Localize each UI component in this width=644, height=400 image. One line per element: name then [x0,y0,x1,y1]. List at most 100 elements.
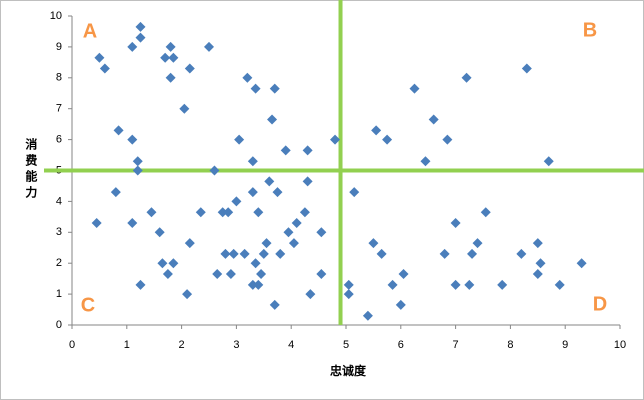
scatter-point [179,103,190,114]
y-tick-label: 4 [56,195,62,207]
scatter-point [135,279,146,290]
scatter-point [247,187,258,198]
scatter-point [165,72,176,83]
x-tick-label: 1 [124,339,130,351]
x-tick-label: 8 [507,339,513,351]
scatter-point [382,134,393,145]
scatter-point [157,258,168,269]
y-tick-label: 6 [56,134,62,146]
scatter-point [316,227,327,238]
scatter-point [247,156,258,167]
scatter-point [217,207,228,218]
x-tick-label: 10 [614,339,626,351]
x-tick-label: 6 [398,339,404,351]
scatter-point [275,248,286,259]
y-tick-label: 7 [56,103,62,115]
scatter-point [113,125,124,136]
scatter-point [99,63,110,74]
scatter-point [234,134,245,145]
y-tick-label: 10 [50,10,62,22]
scatter-point [428,114,439,125]
scatter-point [258,248,269,259]
scatter-point [343,279,354,290]
y-tick-label: 9 [56,41,62,53]
scatter-point [387,279,398,290]
scatter-point [472,238,483,249]
scatter-point [280,145,291,156]
y-axis-label: 消费能力 [24,137,38,202]
scatter-point [302,176,313,187]
scatter-point [464,279,475,290]
scatter-point [343,289,354,300]
scatter-point [110,187,121,198]
scatter-point [442,134,453,145]
scatter-point [267,114,278,125]
x-tick-label: 9 [562,339,568,351]
scatter-point [160,52,171,63]
scatter-point [420,156,431,167]
scatter-point [94,52,105,63]
scatter-point [305,289,316,300]
scatter-point [521,63,532,74]
scatter-point [168,52,179,63]
scatter-point [184,238,195,249]
scatter-point [450,279,461,290]
scatter-point [302,145,313,156]
scatter-point [228,248,239,259]
x-tick-label: 5 [343,339,349,351]
scatter-point [269,299,280,310]
scatter-point [497,279,508,290]
scatter-point [261,238,272,249]
scatter-point [543,156,554,167]
scatter-point [146,207,157,218]
scatter-point [330,134,341,145]
scatter-point [535,258,546,269]
scatter-point [253,207,264,218]
scatter-point [532,238,543,249]
scatter-point [253,279,264,290]
scatter-point [239,248,250,259]
scatter-point [376,248,387,259]
scatter-point [264,176,275,187]
scatter-point [461,72,472,83]
scatter-point [132,156,143,167]
y-tick-label: 2 [56,257,62,269]
scatter-point [135,21,146,32]
scatter-point [467,248,478,259]
scatter-point [480,207,491,218]
x-tick-label: 4 [288,339,294,351]
scatter-point [91,218,102,229]
quadrant-label: B [583,19,597,41]
scatter-point [283,227,294,238]
scatter-point [204,41,214,52]
scatter-point [212,269,223,280]
x-tick-label: 7 [453,339,459,351]
y-tick-label: 8 [56,72,62,84]
scatter-point [439,248,450,259]
scatter-point [220,248,231,259]
scatter-point [182,289,193,300]
scatter-point [269,83,280,94]
scatter-point [154,227,165,238]
scatter-point [242,72,253,83]
y-tick-label: 1 [56,288,62,300]
scatter-point [272,187,283,198]
scatter-point [135,32,146,43]
quadrant-label: C [81,294,95,316]
x-tick-label: 2 [179,339,185,351]
quadrant-label: A [83,20,97,42]
scatter-point [362,310,373,321]
scatter-point [288,238,299,249]
scatter-point [127,218,138,229]
scatter-point [250,83,261,94]
scatter-point [256,269,267,280]
scatter-point [247,279,258,290]
scatter-point [127,134,138,145]
quadrant-label: D [593,293,607,315]
scatter-point [168,258,179,269]
scatter-point [398,269,409,280]
scatter-point [291,218,302,229]
scatter-point [165,41,176,52]
scatter-point [231,196,242,207]
